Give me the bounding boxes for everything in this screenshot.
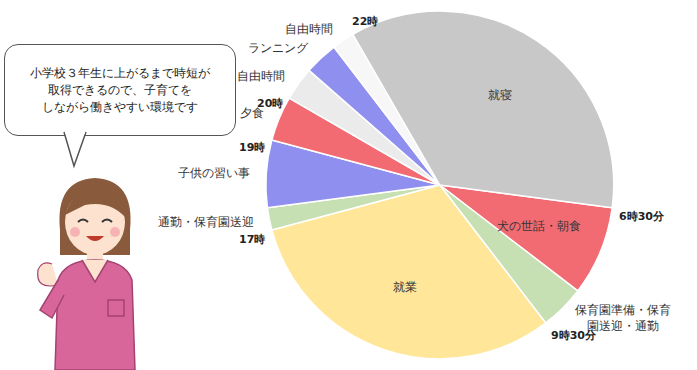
- svg-text:犬の世話・朝食: 犬の世話・朝食: [497, 219, 581, 233]
- svg-text:子供の習い事: 子供の習い事: [178, 166, 250, 180]
- svg-text:保育園準備・保育園送迎・通勤: 保育園準備・保育園送迎・通勤: [575, 303, 671, 333]
- svg-text:就寝: 就寝: [488, 88, 512, 102]
- html-text:小学校３年生に上がるまで時短が: 小学校３年生に上がるまで時短が: [30, 65, 210, 80]
- svg-text:17時: 17時: [239, 233, 265, 246]
- svg-text:ランニング: ランニング: [248, 41, 309, 55]
- svg-text:夕食: 夕食: [240, 106, 264, 120]
- svg-text:22時: 22時: [352, 15, 378, 28]
- svg-text:9時30分: 9時30分: [551, 329, 597, 342]
- svg-text:19時: 19時: [239, 141, 265, 154]
- html-text:しながら働きやすい環境です: しながら働きやすい環境です: [42, 99, 198, 114]
- html-text:取得できるので、子育てを: 取得できるので、子育てを: [48, 82, 192, 97]
- svg-text:自由時間: 自由時間: [237, 69, 285, 83]
- svg-text:就業: 就業: [393, 280, 417, 294]
- svg-text:自由時間: 自由時間: [285, 22, 333, 36]
- svg-text:20時: 20時: [257, 97, 283, 110]
- svg-text:通勤・保育園送迎: 通勤・保育園送迎: [158, 215, 254, 229]
- svg-text:6時30分: 6時30分: [619, 210, 665, 223]
